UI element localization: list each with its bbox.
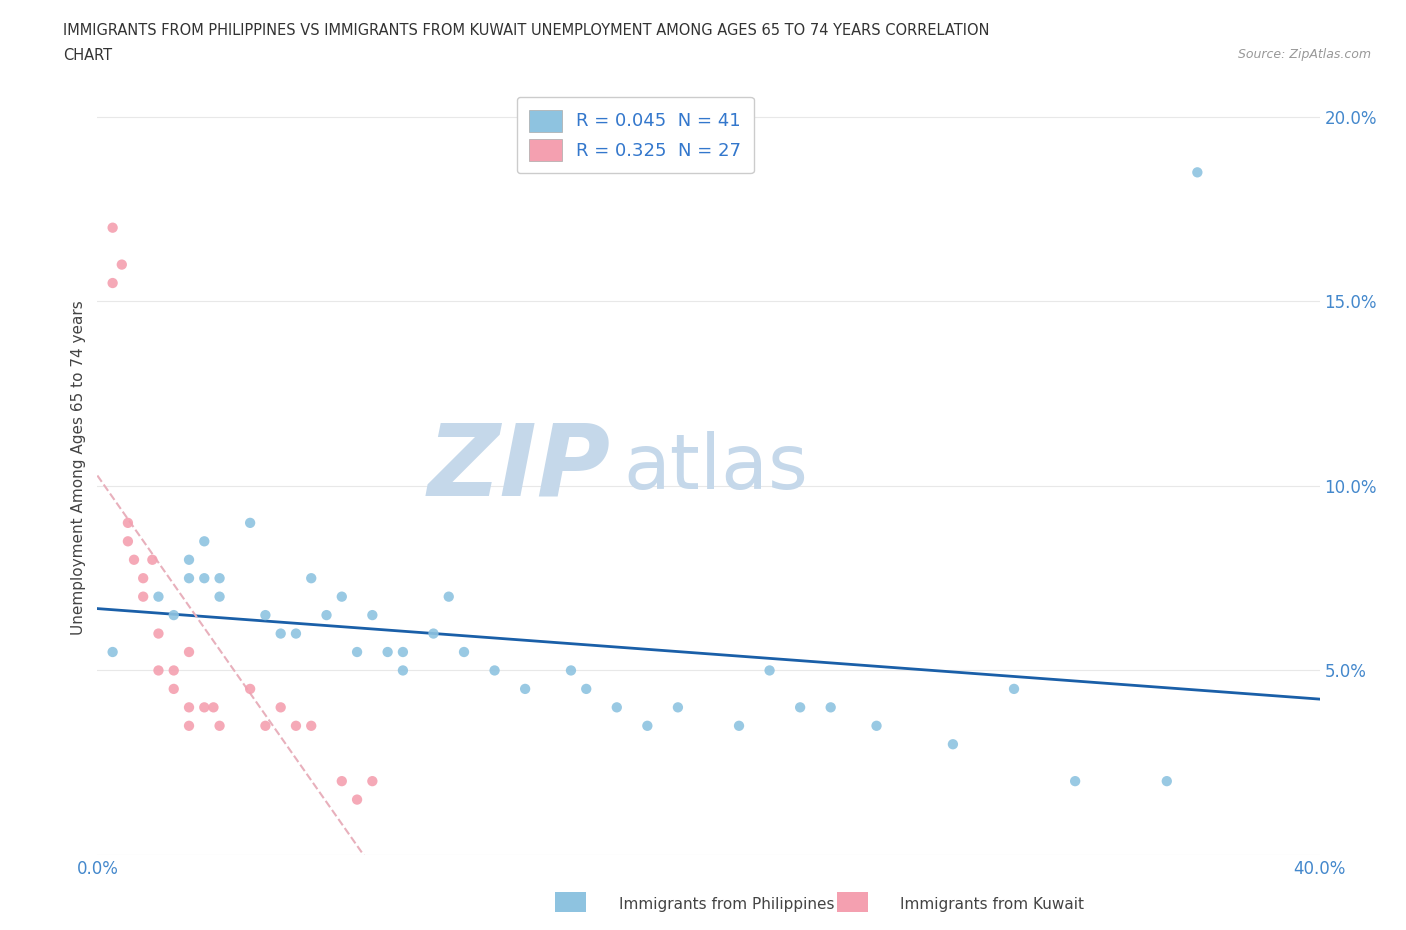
Point (208, 590, 231, 604)
Point (122, 552, 145, 567)
Point (346, 644, 368, 659)
Point (177, 718, 200, 733)
Point (132, 590, 155, 604)
Point (361, 607, 384, 622)
Text: CHART: CHART (63, 48, 112, 63)
Point (177, 700, 200, 715)
Point (177, 644, 200, 659)
Point (254, 607, 277, 622)
Point (111, 258, 134, 272)
Point (560, 663, 582, 678)
Point (193, 534, 215, 549)
Point (285, 718, 308, 733)
Point (330, 590, 353, 604)
Point (392, 663, 415, 678)
Point (148, 590, 170, 604)
Point (1064, 774, 1087, 789)
Point (728, 718, 751, 733)
Point (1187, 165, 1209, 179)
Point (132, 571, 155, 586)
Point (942, 737, 965, 751)
Point (361, 774, 384, 789)
Point (208, 718, 231, 733)
Point (148, 663, 170, 678)
Point (1002, 682, 1025, 697)
Point (239, 682, 262, 697)
Text: Immigrants from Kuwait: Immigrants from Kuwait (900, 897, 1084, 912)
Point (299, 571, 322, 586)
Point (163, 682, 186, 697)
Point (101, 275, 124, 290)
Point (177, 571, 200, 586)
Point (148, 626, 170, 641)
Point (437, 590, 460, 604)
Point (666, 700, 689, 715)
Point (117, 534, 139, 549)
Point (117, 515, 139, 530)
Point (101, 644, 124, 659)
Point (163, 607, 186, 622)
Point (202, 700, 225, 715)
Point (141, 552, 163, 567)
Point (575, 682, 598, 697)
Point (377, 644, 399, 659)
Point (484, 663, 506, 678)
Point (513, 682, 536, 697)
Point (820, 700, 842, 715)
Text: Source: ZipAtlas.com: Source: ZipAtlas.com (1237, 48, 1371, 61)
Point (299, 718, 322, 733)
Text: ZIP: ZIP (427, 419, 610, 516)
Point (239, 515, 262, 530)
Point (101, 220, 124, 235)
Point (285, 626, 308, 641)
Point (865, 718, 887, 733)
Point (270, 700, 292, 715)
Point (606, 700, 628, 715)
Text: Immigrants from Philippines: Immigrants from Philippines (619, 897, 834, 912)
Y-axis label: Unemployment Among Ages 65 to 74 years: Unemployment Among Ages 65 to 74 years (72, 300, 86, 635)
Point (270, 626, 292, 641)
Point (1156, 774, 1178, 789)
Point (330, 774, 353, 789)
Point (193, 571, 215, 586)
Point (208, 571, 231, 586)
Point (346, 792, 368, 807)
Legend: R = 0.045  N = 41, R = 0.325  N = 27: R = 0.045 N = 41, R = 0.325 N = 27 (516, 97, 754, 173)
Point (392, 644, 415, 659)
Point (254, 718, 277, 733)
Point (163, 663, 186, 678)
Point (758, 663, 780, 678)
Point (193, 700, 215, 715)
Point (789, 700, 811, 715)
Point (636, 718, 658, 733)
Point (177, 552, 200, 567)
Text: atlas: atlas (623, 431, 808, 504)
Point (422, 626, 444, 641)
Point (315, 607, 337, 622)
Point (453, 644, 475, 659)
Text: IMMIGRANTS FROM PHILIPPINES VS IMMIGRANTS FROM KUWAIT UNEMPLOYMENT AMONG AGES 65: IMMIGRANTS FROM PHILIPPINES VS IMMIGRANT… (63, 23, 990, 38)
